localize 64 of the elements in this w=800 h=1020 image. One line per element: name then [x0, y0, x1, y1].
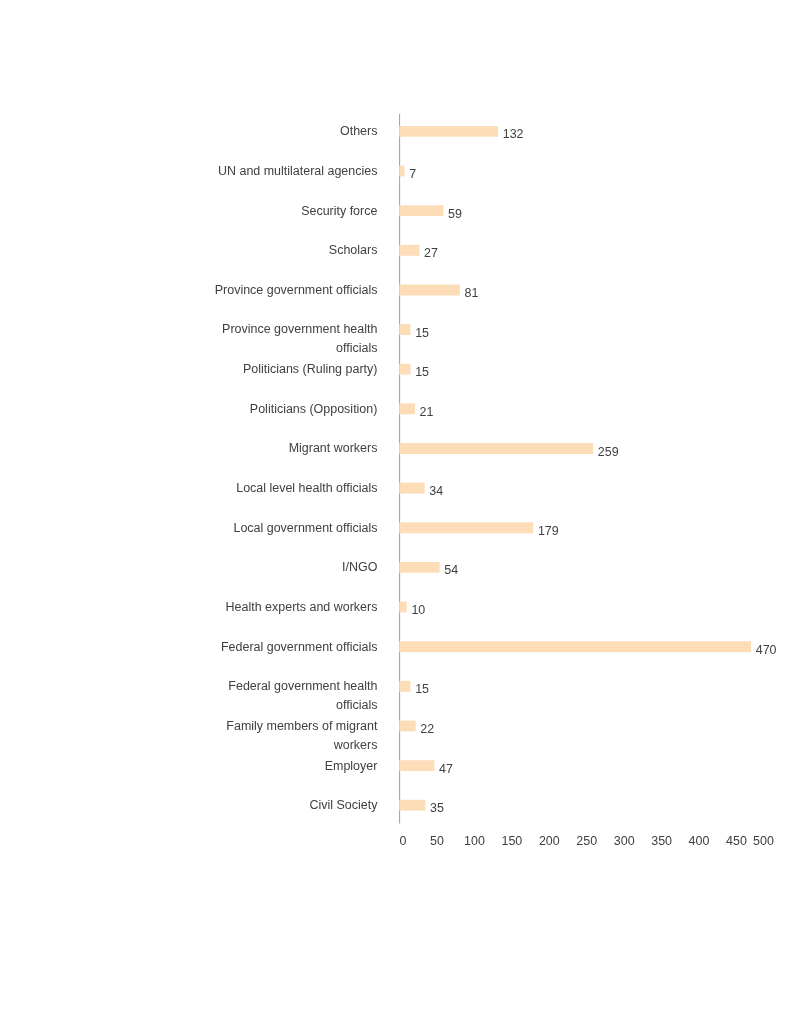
y-tick-label: Civil Society	[309, 798, 379, 813]
y-tick-label: I/NGO	[342, 560, 378, 575]
x-tick-label: 200	[538, 833, 560, 848]
bar	[399, 482, 425, 494]
bar	[399, 125, 499, 137]
y-tick-label: Migrant workers	[288, 441, 378, 456]
bar	[399, 363, 411, 375]
data-label: 470	[755, 642, 777, 657]
bar	[399, 760, 435, 772]
bar	[399, 403, 415, 415]
y-tick-label: Federal government health officials	[228, 679, 378, 712]
x-tick-label: 400	[688, 833, 710, 848]
data-label: 27	[424, 246, 439, 261]
y-tick-label: UN and multilateral agencies	[217, 163, 378, 178]
data-label: 81	[464, 285, 479, 300]
x-tick-label: 500	[753, 833, 774, 848]
data-label: 47	[439, 761, 454, 776]
bar	[399, 720, 416, 732]
bar	[399, 641, 752, 653]
y-tick-label: Health experts and workers	[225, 599, 378, 614]
y-tick-label: Province government health officials	[222, 322, 378, 356]
bar	[399, 601, 407, 613]
data-label: 15	[415, 682, 430, 697]
data-label: 59	[448, 206, 462, 221]
y-tick-label: Scholars	[328, 243, 378, 258]
bar	[399, 284, 460, 296]
y-tick-label: Local level health officials	[236, 481, 378, 496]
y-tick-label: Province government officials	[214, 282, 378, 297]
x-tick-label: 100	[464, 833, 485, 848]
y-tick-label: Security force	[301, 203, 378, 218]
y-tick-label: Politicians (Opposition)	[249, 401, 378, 416]
data-label: 179	[537, 523, 559, 538]
y-tick-label: Employer	[324, 758, 378, 773]
y-tick-label: Local government officials	[233, 520, 378, 535]
bar	[399, 443, 594, 454]
bar	[399, 522, 534, 534]
data-label: 10	[411, 603, 426, 618]
y-tick-label: Politicians (Ruling party)	[242, 362, 378, 377]
x-tick-label: 450	[726, 833, 747, 848]
data-label: 7	[409, 167, 417, 182]
x-tick-label: 250	[576, 833, 598, 848]
data-label: 132	[502, 127, 524, 142]
x-tick-label: 50	[430, 833, 445, 848]
y-tick-label: Family members of migrant workers	[226, 718, 378, 752]
bar	[399, 244, 420, 256]
bar	[399, 205, 444, 217]
data-label: 54	[444, 563, 459, 578]
data-label: 34	[429, 484, 444, 499]
y-tick-label: Federal government officials	[220, 639, 378, 654]
data-label: 35	[430, 801, 445, 816]
x-tick-label: 0	[399, 833, 407, 848]
bar	[399, 799, 426, 811]
bar	[399, 561, 440, 573]
data-label: 15	[415, 325, 430, 340]
data-label: 15	[415, 365, 430, 380]
data-label: 21	[419, 404, 434, 419]
data-label: 22	[420, 721, 435, 736]
x-tick-label: 350	[651, 833, 673, 848]
data-label: 259	[597, 444, 619, 459]
x-tick-label: 150	[501, 833, 523, 848]
bar	[399, 680, 411, 692]
bar	[399, 324, 411, 336]
y-tick-label: Others	[339, 124, 378, 139]
x-tick-label: 300	[613, 833, 635, 848]
